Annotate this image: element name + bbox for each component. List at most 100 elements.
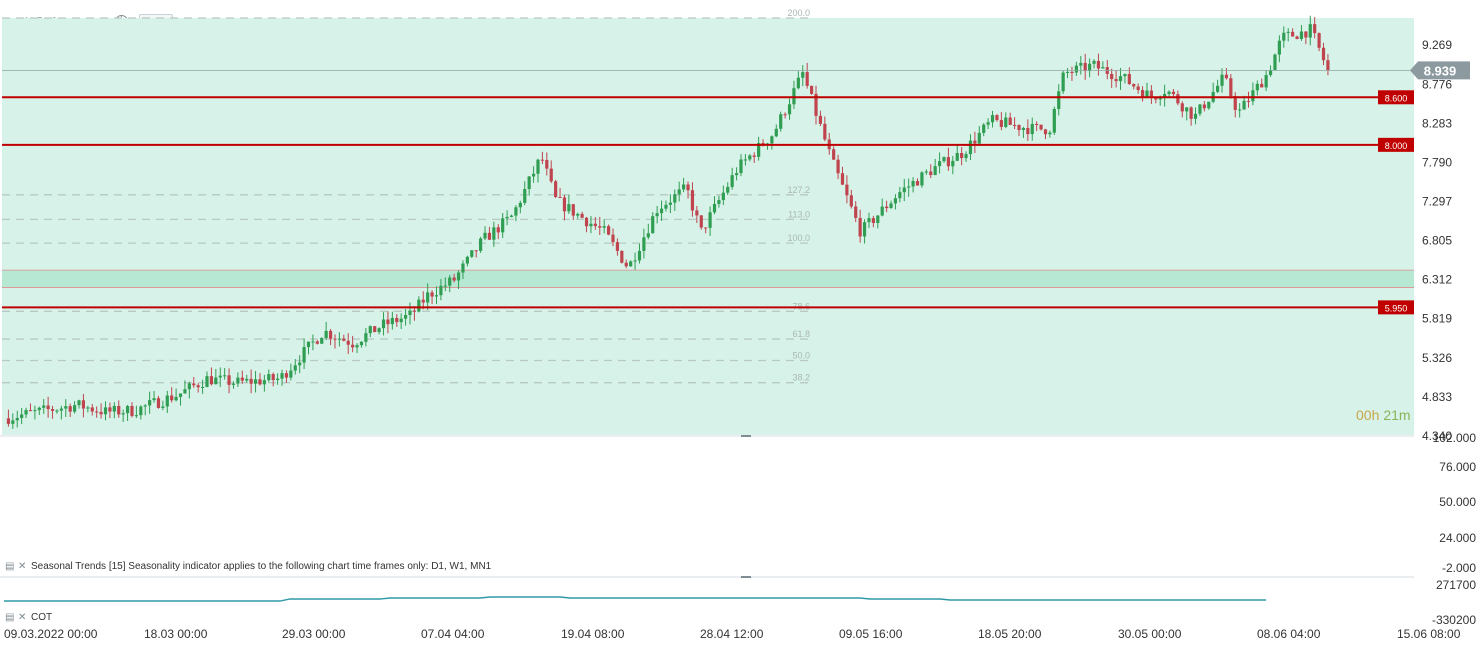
candle [814, 93, 818, 116]
candle [1154, 97, 1158, 100]
candle [37, 407, 41, 411]
candle [306, 341, 311, 348]
candle [708, 212, 712, 228]
plot-background [2, 18, 1414, 435]
fib-label: 113.0 [788, 209, 810, 219]
candle [845, 184, 849, 196]
indicator-settings-icon[interactable]: ▤ [5, 561, 14, 572]
candle [937, 161, 942, 167]
candle [774, 128, 778, 137]
candle [253, 379, 258, 384]
candle [103, 407, 108, 415]
candle [465, 256, 469, 264]
candle [108, 407, 112, 412]
price-axis-label: 6.312 [1422, 273, 1452, 287]
seasonal-axis-label: 76.000 [1439, 460, 1476, 474]
pane-resize-handle[interactable] [741, 435, 751, 437]
candle [1202, 104, 1206, 109]
candle [968, 140, 973, 155]
candle [920, 172, 924, 186]
close-icon[interactable]: ✕ [18, 612, 26, 623]
candle [902, 187, 906, 193]
countdown-minutes: 21m [1383, 407, 1410, 423]
pane-resize-handle[interactable] [741, 576, 751, 578]
candle [1255, 83, 1259, 91]
candle [320, 338, 324, 344]
close-icon[interactable]: ✕ [18, 561, 26, 572]
current-price-tag [1410, 61, 1470, 80]
candle [721, 192, 725, 201]
candle [562, 197, 567, 212]
candle [977, 132, 981, 144]
candle [174, 396, 178, 401]
candle [192, 383, 196, 386]
indicator-settings-icon[interactable]: ▤ [5, 612, 14, 623]
candle [1096, 60, 1101, 69]
fib-label: 61.8 [792, 329, 810, 339]
candle [964, 154, 968, 159]
candle [170, 395, 174, 401]
candle [1189, 107, 1193, 119]
candle [523, 189, 527, 203]
candle [752, 155, 756, 157]
candle [359, 341, 364, 346]
candle [1273, 54, 1277, 71]
candle [787, 104, 792, 115]
candle [518, 202, 522, 208]
price-axis-label: 7.790 [1422, 155, 1452, 169]
cot-indicator-label: COT [31, 612, 52, 623]
time-axis-label: 28.04 12:00 [700, 627, 764, 641]
candle [1035, 123, 1039, 125]
candle [686, 184, 690, 191]
level-tag-label: 8.600 [1385, 93, 1408, 103]
candle [1017, 124, 1021, 131]
cot-line [4, 596, 1266, 602]
candle [1238, 109, 1242, 111]
candle [986, 122, 990, 125]
seasonal-axis-label: -2.000 [1442, 561, 1476, 575]
candle [130, 406, 134, 416]
fib-label: 50.0 [792, 350, 810, 360]
candle [20, 414, 24, 418]
candle [748, 155, 752, 160]
candle [554, 181, 558, 197]
candle [606, 226, 611, 235]
candle [642, 237, 646, 251]
candle [933, 166, 937, 176]
candle [412, 310, 417, 312]
candle [121, 413, 125, 415]
candle [479, 238, 483, 251]
candle [284, 373, 289, 378]
candle [227, 375, 231, 385]
candle [377, 328, 381, 333]
candle [1039, 124, 1043, 130]
candle [717, 200, 721, 204]
support-zone [2, 270, 1414, 288]
candle [1021, 128, 1026, 131]
time-axis-label: 09.05 16:00 [839, 627, 903, 641]
candle [156, 398, 161, 408]
candle [112, 405, 116, 412]
candle [271, 374, 275, 381]
candle [364, 333, 368, 342]
candle [1282, 32, 1286, 41]
candle [11, 420, 15, 424]
candle [143, 405, 147, 407]
candle [218, 375, 222, 378]
candle [862, 222, 867, 237]
candle [1145, 90, 1149, 98]
candle [280, 373, 284, 379]
candle [576, 213, 580, 216]
seasonal-axis-label: 24.000 [1439, 531, 1476, 545]
candle [214, 377, 218, 385]
candle [615, 242, 620, 251]
candle [1061, 72, 1065, 92]
candle [399, 318, 403, 323]
candle [545, 159, 549, 169]
time-axis-label: 30.05 00:00 [1118, 627, 1182, 641]
price-axis-label: 7.297 [1422, 195, 1452, 209]
candle [492, 227, 496, 240]
candle [858, 217, 862, 237]
candle [580, 213, 584, 218]
